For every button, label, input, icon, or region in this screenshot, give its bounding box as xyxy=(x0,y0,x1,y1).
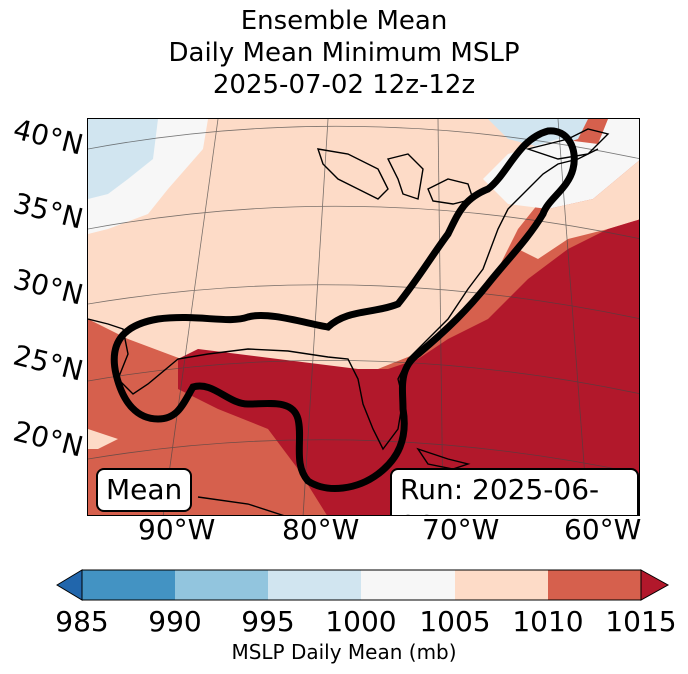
colorbar-tick-995: 995 xyxy=(241,605,295,638)
field-1005-1010-east xyxy=(518,160,639,259)
run-date-box: Run: 2025-06-28 xyxy=(390,468,639,515)
lon-label-60w: 60°W xyxy=(564,513,642,546)
chart-title-line-1: Ensemble Mean xyxy=(240,6,448,36)
lat-label-40n: 40°N xyxy=(10,112,87,162)
field-995-1000-west xyxy=(88,119,158,199)
colorbar-segment-1010-1015 xyxy=(548,570,641,600)
lat-label-30n: 30°N xyxy=(10,262,87,312)
colorbar-tick-1015: 1015 xyxy=(605,605,677,638)
lon-label-80w: 80°W xyxy=(282,513,360,546)
colorbar-segment-995-1000 xyxy=(268,570,361,600)
colorbar-tick-985: 985 xyxy=(55,605,109,638)
colorbar-label: MSLP Daily Mean (mb) xyxy=(231,640,457,664)
chart-title-line-2: Daily Mean Minimum MSLP xyxy=(168,38,520,68)
mslp-map xyxy=(88,119,639,515)
chart-title-line-3: 2025-07-02 12z-12z xyxy=(212,70,476,100)
colorbar-outline xyxy=(81,569,642,601)
colorbar-tick-1010: 1010 xyxy=(512,605,584,638)
colorbar-segment-985-990 xyxy=(82,570,175,600)
lon-label-70w: 70°W xyxy=(422,513,500,546)
mean-box: Mean xyxy=(96,468,193,512)
colorbar-extend-high xyxy=(640,569,670,601)
lon-label-90w: 90°W xyxy=(138,513,216,546)
colorbar-tick-1005: 1005 xyxy=(419,605,491,638)
map-panel: Mean Run: 2025-06-28 xyxy=(87,118,640,516)
lat-label-20n: 20°N xyxy=(10,414,87,464)
colorbar-segment-990-995 xyxy=(175,570,268,600)
colorbar-segment-1000-1005 xyxy=(361,570,455,600)
ensemble-contour xyxy=(110,127,578,492)
coastlines xyxy=(88,128,610,515)
colorbar xyxy=(56,569,670,601)
lat-label-25n: 25°N xyxy=(10,338,87,388)
lat-label-35n: 35°N xyxy=(10,186,87,236)
colorbar-tick-990: 990 xyxy=(148,605,202,638)
colorbar-segment-1005-1010 xyxy=(455,570,548,600)
colorbar-extend-low xyxy=(56,569,83,601)
colorbar-tick-1000: 1000 xyxy=(325,605,397,638)
